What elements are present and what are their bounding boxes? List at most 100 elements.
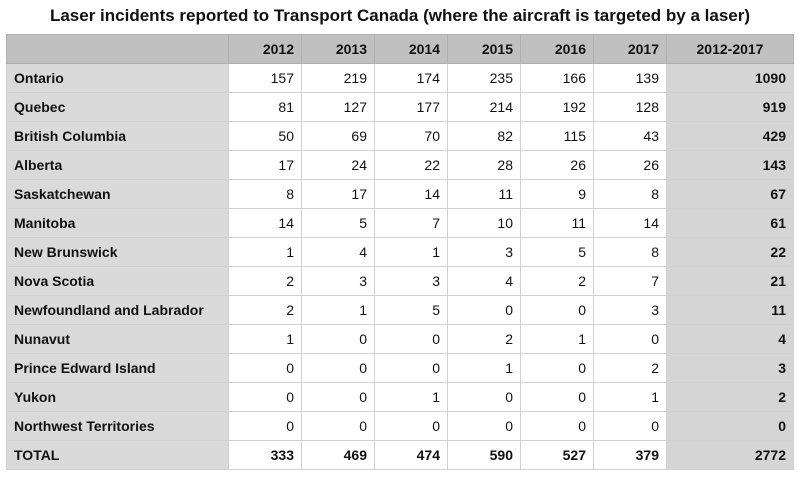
- data-cell: 474: [374, 440, 448, 470]
- data-cell: 1: [520, 324, 594, 354]
- table-row: New Brunswick 1 4 1 3 5 8 22: [6, 237, 794, 267]
- row-label: Yukon: [6, 382, 229, 412]
- data-cell: 379: [593, 440, 667, 470]
- data-cell: 0: [228, 353, 302, 383]
- data-cell: 7: [374, 208, 448, 238]
- data-cell: 26: [520, 150, 594, 180]
- row-label: Newfoundland and Labrador: [6, 295, 229, 325]
- table-row: Yukon 0 0 1 0 0 1 2: [6, 382, 794, 412]
- row-label: Manitoba: [6, 208, 229, 238]
- row-label: New Brunswick: [6, 237, 229, 267]
- row-total-cell: 4: [666, 324, 794, 354]
- data-cell: 14: [228, 208, 302, 238]
- data-cell: 0: [374, 353, 448, 383]
- data-cell: 1: [301, 295, 375, 325]
- data-cell: 527: [520, 440, 594, 470]
- data-cell: 192: [520, 92, 594, 122]
- row-label: Nova Scotia: [6, 266, 229, 296]
- data-cell: 11: [520, 208, 594, 238]
- data-cell: 0: [301, 324, 375, 354]
- table-row: Newfoundland and Labrador 2 1 5 0 0 3 11: [6, 295, 794, 325]
- row-total-cell: 0: [666, 411, 794, 441]
- row-label: Quebec: [6, 92, 229, 122]
- data-cell: 2: [228, 266, 302, 296]
- data-cell: 11: [447, 179, 521, 209]
- data-cell: 127: [301, 92, 375, 122]
- data-cell: 8: [593, 237, 667, 267]
- data-cell: 0: [520, 382, 594, 412]
- row-label: Northwest Territories: [6, 411, 229, 441]
- data-cell: 26: [593, 150, 667, 180]
- data-cell: 590: [447, 440, 521, 470]
- row-total-cell: 67: [666, 179, 794, 209]
- row-total-cell: 21: [666, 266, 794, 296]
- data-cell: 3: [447, 237, 521, 267]
- table-row: Nunavut 1 0 0 2 1 0 4: [6, 324, 794, 354]
- data-cell: 24: [301, 150, 375, 180]
- data-cell: 8: [228, 179, 302, 209]
- data-cell: 5: [520, 237, 594, 267]
- data-cell: 1: [447, 353, 521, 383]
- row-total-cell: 61: [666, 208, 794, 238]
- data-cell: 82: [447, 121, 521, 151]
- table-row: Nova Scotia 2 3 3 4 2 7 21: [6, 266, 794, 296]
- row-label: Alberta: [6, 150, 229, 180]
- data-cell: 1: [228, 324, 302, 354]
- data-cell: 177: [374, 92, 448, 122]
- laser-incidents-table: 2012 2013 2014 2015 2016 2017 2012-2017 Ontari…: [6, 34, 794, 470]
- data-cell: 2: [520, 266, 594, 296]
- table-row: Ontario 157 219 174 235 166 139 1090: [6, 63, 794, 93]
- column-header: 2016: [520, 34, 594, 64]
- data-cell: 157: [228, 63, 302, 93]
- column-header: 2012-2017: [666, 34, 794, 64]
- data-cell: 81: [228, 92, 302, 122]
- data-cell: 4: [301, 237, 375, 267]
- data-cell: 2: [228, 295, 302, 325]
- row-total-cell: 3: [666, 353, 794, 383]
- data-cell: 5: [374, 295, 448, 325]
- row-total-cell: 143: [666, 150, 794, 180]
- data-cell: 17: [228, 150, 302, 180]
- row-total-cell: 2: [666, 382, 794, 412]
- row-total-cell: 1090: [666, 63, 794, 93]
- data-cell: 4: [447, 266, 521, 296]
- data-cell: 7: [593, 266, 667, 296]
- data-cell: 0: [447, 382, 521, 412]
- data-cell: 139: [593, 63, 667, 93]
- data-cell: 0: [374, 324, 448, 354]
- data-cell: 0: [593, 324, 667, 354]
- data-cell: 0: [228, 411, 302, 441]
- data-cell: 214: [447, 92, 521, 122]
- table-row: British Columbia 50 69 70 82 115 43 429: [6, 121, 794, 151]
- data-cell: 0: [593, 411, 667, 441]
- data-cell: 0: [301, 353, 375, 383]
- data-cell: 115: [520, 121, 594, 151]
- data-cell: 235: [447, 63, 521, 93]
- table-row: Quebec 81 127 177 214 192 128 919: [6, 92, 794, 122]
- data-cell: 14: [593, 208, 667, 238]
- data-cell: 0: [228, 382, 302, 412]
- row-total-cell: 11: [666, 295, 794, 325]
- data-cell: 0: [447, 295, 521, 325]
- data-cell: 1: [374, 237, 448, 267]
- data-cell: 1: [228, 237, 302, 267]
- data-cell: 2: [447, 324, 521, 354]
- data-cell: 3: [301, 266, 375, 296]
- row-total-cell: 2772: [666, 440, 794, 470]
- data-cell: 469: [301, 440, 375, 470]
- data-cell: 1: [593, 382, 667, 412]
- data-cell: 2: [593, 353, 667, 383]
- row-label: Saskatchewan: [6, 179, 229, 209]
- data-cell: 0: [447, 411, 521, 441]
- data-cell: 70: [374, 121, 448, 151]
- table-row: Saskatchewan 8 17 14 11 9 8 67: [6, 179, 794, 209]
- data-cell: 28: [447, 150, 521, 180]
- data-cell: 0: [301, 411, 375, 441]
- data-cell: 10: [447, 208, 521, 238]
- data-cell: 69: [301, 121, 375, 151]
- total-row: TOTAL 333 469 474 590 527 379 2772: [6, 440, 794, 470]
- data-cell: 50: [228, 121, 302, 151]
- row-total-cell: 919: [666, 92, 794, 122]
- data-cell: 128: [593, 92, 667, 122]
- column-header: 2015: [447, 34, 521, 64]
